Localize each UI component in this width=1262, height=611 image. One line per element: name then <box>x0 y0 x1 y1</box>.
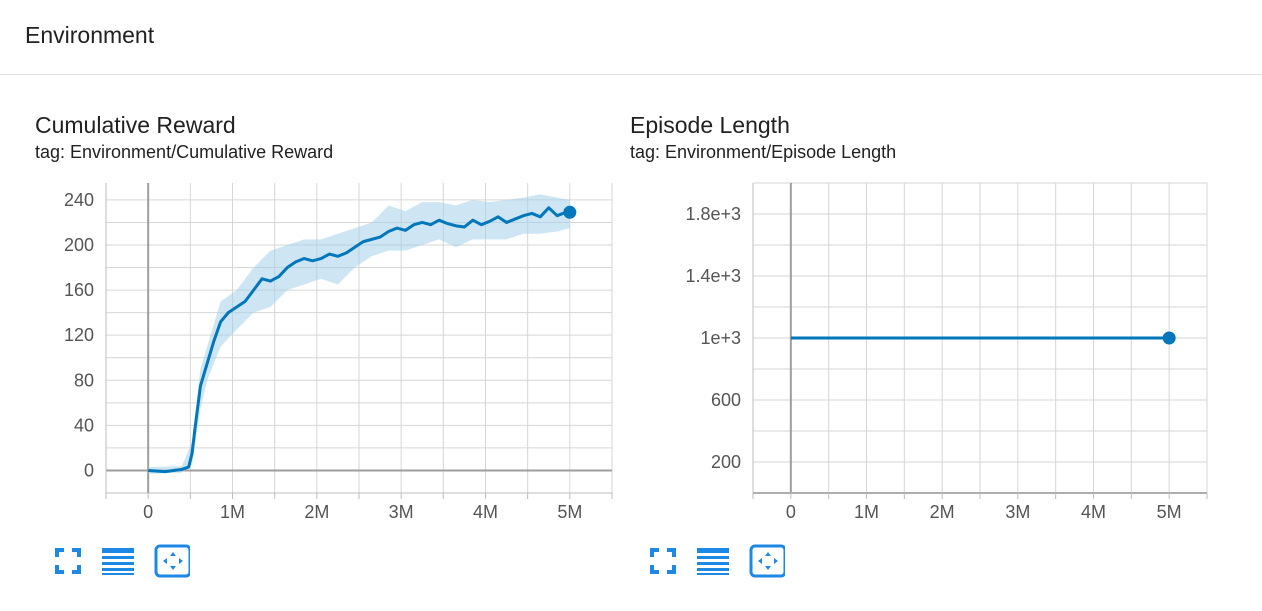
data-table-button[interactable] <box>695 544 731 578</box>
chart-subtitle: tag: Environment/Episode Length <box>630 142 897 162</box>
y-tick-label: 120 <box>64 325 94 345</box>
chart-plot[interactable]: 0 1M 2M 3M 4M 5M 0 40 80 120 160 200 240 <box>0 100 620 540</box>
y-tick-label: 1e+3 <box>700 328 741 348</box>
raw-series-band <box>148 194 570 474</box>
y-tick-label: 200 <box>64 235 94 255</box>
x-tick-label: 2M <box>930 502 955 522</box>
x-tick-label: 5M <box>1157 502 1182 522</box>
last-point-marker[interactable] <box>563 205 577 219</box>
x-tick-label: 5M <box>557 502 582 522</box>
x-tick-label: 4M <box>473 502 498 522</box>
chart-plot[interactable]: 0 1M 2M 3M 4M 5M 200 600 1e+3 1.4e+3 1.8e+3 <box>595 100 1215 540</box>
x-tick-label: 3M <box>1005 502 1030 522</box>
fit-domain-icon <box>154 544 190 578</box>
y-tick-label: 600 <box>711 390 741 410</box>
x-tick-label: 3M <box>389 502 414 522</box>
chart-subtitle: tag: Environment/Cumulative Reward <box>35 142 334 162</box>
x-tick-label: 0 <box>786 502 796 522</box>
x-tick-label: 4M <box>1081 502 1106 522</box>
fit-domain-icon <box>749 544 785 578</box>
chart-title: Cumulative Reward <box>35 112 236 138</box>
section-header: Environment <box>0 0 1262 75</box>
y-tick-label: 160 <box>64 280 94 300</box>
y-tick-label: 1.4e+3 <box>685 266 741 286</box>
y-tick-label: 240 <box>64 190 94 210</box>
y-tick-label: 200 <box>711 452 741 472</box>
x-tick-label: 1M <box>854 502 879 522</box>
data-table-icon <box>102 548 134 575</box>
y-tick-label: 1.8e+3 <box>685 204 741 224</box>
fullscreen-icon <box>55 548 81 574</box>
fit-domain-button[interactable] <box>749 544 785 578</box>
chart-card-cumulative-reward: Cumulative Reward tag: Environment/Cumul… <box>0 100 613 600</box>
data-table-button[interactable] <box>100 544 136 578</box>
x-tick-label: 0 <box>143 502 153 522</box>
fullscreen-icon <box>650 548 676 574</box>
fullscreen-button[interactable] <box>645 544 681 578</box>
fit-domain-button[interactable] <box>154 544 190 578</box>
section-title: Environment <box>25 22 155 48</box>
chart-card-episode-length: Episode Length tag: Environment/Episode … <box>595 100 1208 600</box>
y-tick-label: 40 <box>74 415 94 435</box>
y-tick-label: 80 <box>74 370 94 390</box>
chart-title: Episode Length <box>630 112 790 138</box>
fullscreen-button[interactable] <box>50 544 86 578</box>
last-point-marker[interactable] <box>1162 331 1176 345</box>
y-tick-label: 0 <box>84 460 94 480</box>
x-tick-label: 2M <box>304 502 329 522</box>
x-tick-label: 1M <box>220 502 245 522</box>
data-table-icon <box>697 548 729 575</box>
series-line <box>148 206 570 474</box>
